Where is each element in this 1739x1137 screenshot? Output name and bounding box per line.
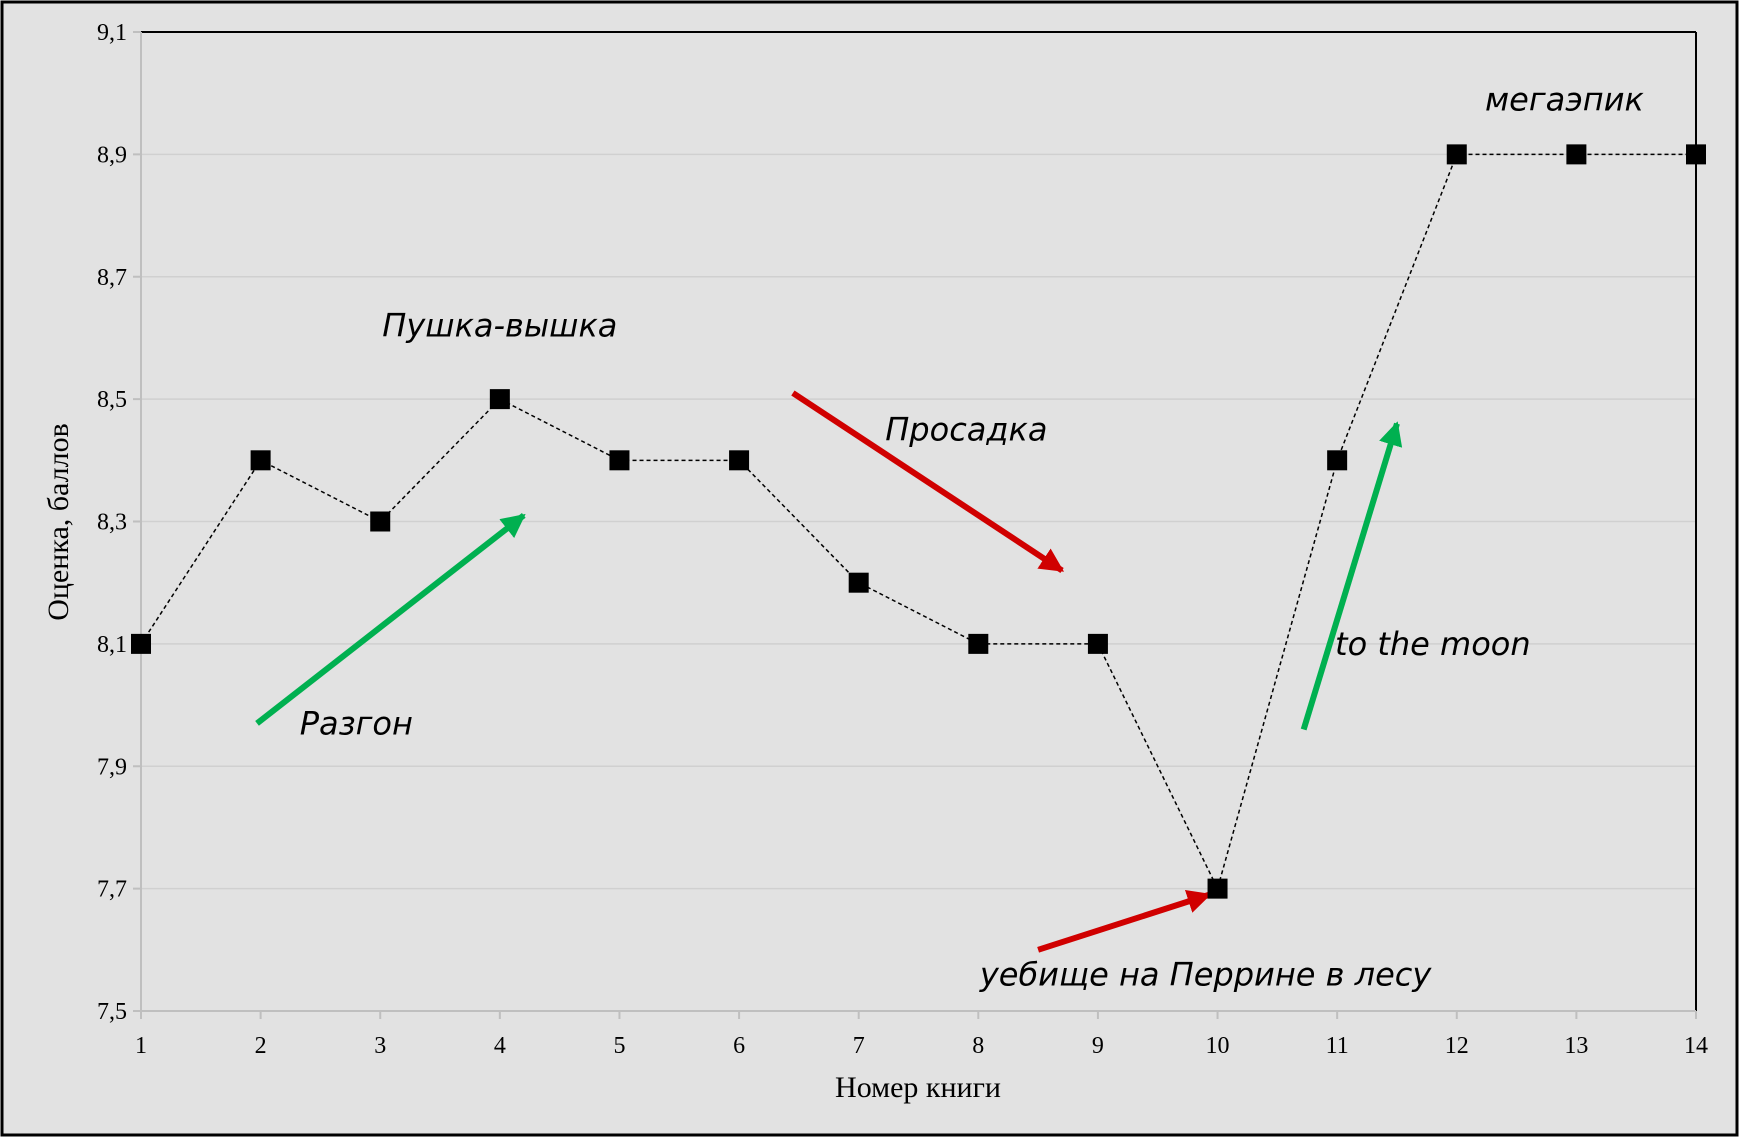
annotation-label: Разгон bbox=[300, 704, 413, 742]
annotation-arrows bbox=[255, 390, 1403, 953]
red-arrow bbox=[1037, 889, 1212, 953]
y-tick-labels: 7,5 7,7 7,9 8,1 8,3 8,5 8,7 8,9 9,1 bbox=[97, 20, 127, 1025]
gridlines bbox=[141, 153, 1696, 890]
data-point bbox=[1446, 144, 1467, 165]
x-tick-label: 9 bbox=[1092, 1033, 1104, 1059]
x-tick-label: 10 bbox=[1206, 1033, 1230, 1059]
x-tick-label: 4 bbox=[494, 1033, 506, 1059]
x-tick-label: 7 bbox=[853, 1033, 865, 1059]
x-tick-labels: 1 2 3 4 5 6 7 8 9 10 11 12 13 14 bbox=[135, 1033, 1708, 1059]
y-tick-label: 7,7 bbox=[97, 877, 127, 903]
x-tick-label: 3 bbox=[374, 1033, 386, 1059]
annotation-label: мегаэпик bbox=[1485, 80, 1645, 118]
annotation-label: Просадка bbox=[885, 411, 1047, 449]
x-tick-label: 2 bbox=[255, 1033, 267, 1059]
x-axis-title: Номер книги bbox=[835, 1071, 1001, 1104]
annotation-label: уебище на Перрине в лесу bbox=[979, 955, 1433, 993]
y-tick-label: 8,9 bbox=[97, 142, 127, 168]
data-point bbox=[848, 572, 869, 593]
axes bbox=[133, 31, 1697, 1019]
y-axis-title: Оценка, баллов bbox=[42, 423, 75, 620]
x-tick-label: 13 bbox=[1564, 1033, 1588, 1059]
y-tick-label: 7,9 bbox=[97, 754, 127, 780]
data-point bbox=[489, 389, 510, 410]
data-point bbox=[968, 633, 989, 654]
data-point bbox=[1087, 633, 1108, 654]
data-point bbox=[1207, 878, 1228, 899]
x-tick-label: 14 bbox=[1684, 1033, 1708, 1059]
green-arrow bbox=[255, 513, 526, 726]
data-point bbox=[250, 450, 271, 471]
annotation-label: Пушка-вышка bbox=[382, 307, 617, 345]
data-point bbox=[370, 511, 391, 532]
annotations: Пушка-вышка Разгон Просадка уебище на Перри… bbox=[300, 80, 1645, 993]
data-series bbox=[131, 144, 1706, 899]
x-tick-label: 1 bbox=[135, 1033, 147, 1059]
y-tick-label: 8,5 bbox=[97, 387, 127, 413]
red-arrow bbox=[791, 390, 1065, 573]
y-tick-label: 8,3 bbox=[97, 510, 127, 536]
annotation-label: to the moon bbox=[1335, 625, 1531, 663]
x-tick-label: 6 bbox=[733, 1033, 745, 1059]
y-tick-label: 8,1 bbox=[97, 632, 127, 658]
series-line bbox=[140, 153, 1696, 891]
data-point bbox=[1566, 144, 1587, 165]
data-point bbox=[609, 450, 630, 471]
green-arrow bbox=[1300, 421, 1403, 731]
data-point bbox=[729, 450, 750, 471]
data-point bbox=[1686, 144, 1706, 165]
data-point bbox=[131, 633, 151, 654]
x-tick-label: 12 bbox=[1445, 1033, 1469, 1059]
x-tick-label: 5 bbox=[613, 1033, 625, 1059]
y-tick-label: 8,7 bbox=[97, 265, 127, 291]
y-tick-label: 9,1 bbox=[97, 20, 127, 46]
data-point bbox=[1327, 450, 1348, 471]
x-tick-label: 11 bbox=[1326, 1033, 1349, 1059]
x-tick-label: 8 bbox=[972, 1033, 984, 1059]
y-tick-label: 7,5 bbox=[97, 999, 127, 1025]
